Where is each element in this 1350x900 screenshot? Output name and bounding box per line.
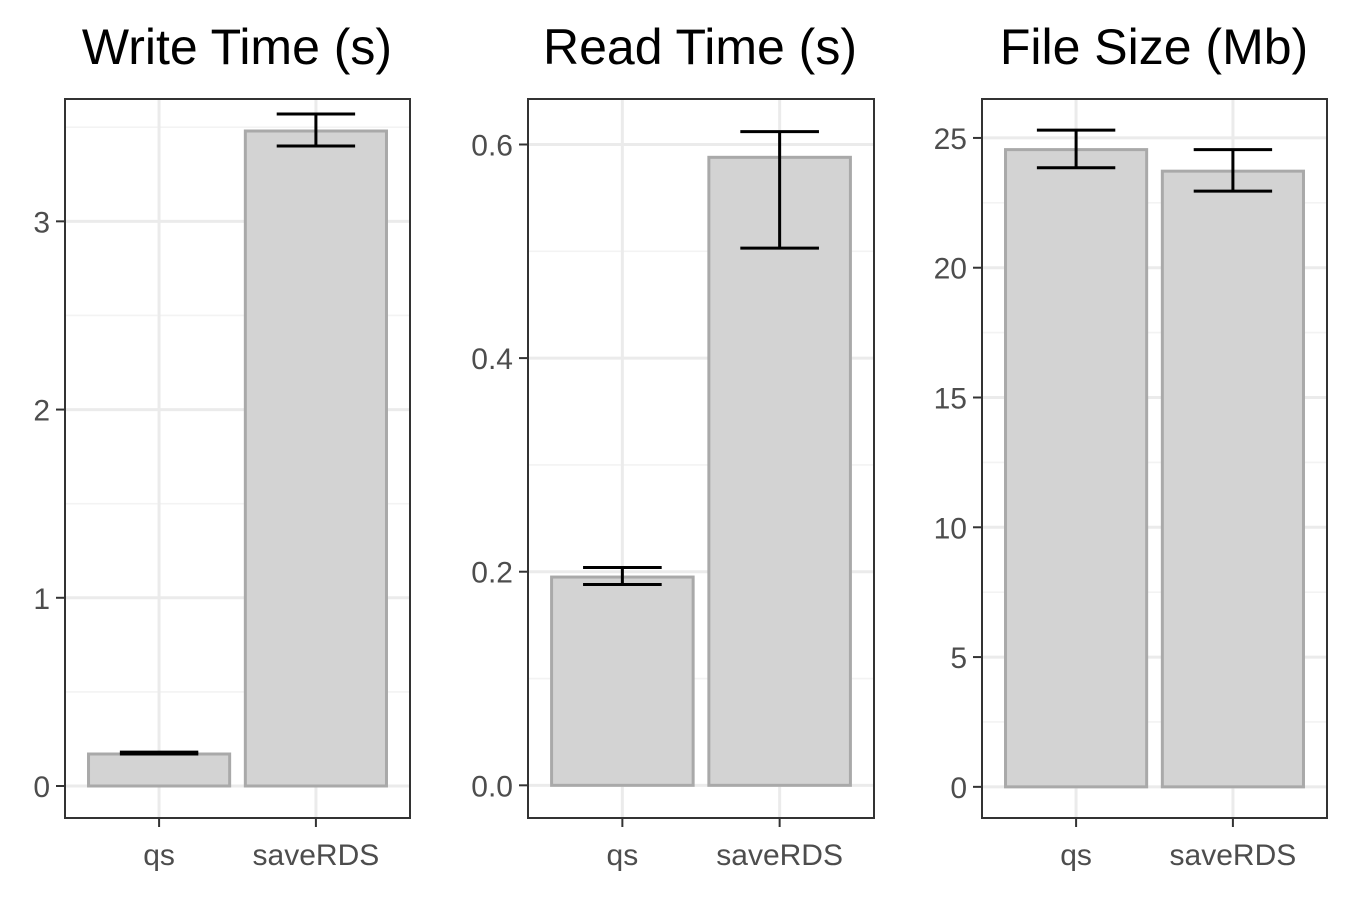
y-tick-label: 0.6	[471, 129, 513, 162]
panel-title: Read Time (s)	[543, 19, 857, 75]
y-tick-label: 0.0	[471, 770, 513, 803]
y-tick-label: 15	[934, 383, 967, 416]
error-bar-qs	[583, 565, 662, 587]
x-tick-label: saveRDS	[1170, 839, 1297, 872]
chart-panel-1: 0 1 2 3 qs saveRDS Write Time (s)	[33, 19, 411, 872]
y-tick-label: 2	[33, 395, 50, 428]
chart-panel-3: 0 5 10 15 20 25 qs saveRDS File Size (Mb)	[934, 19, 1328, 872]
error-bar-qs	[119, 750, 199, 756]
x-tick-label: saveRDS	[253, 839, 380, 872]
panel-border	[527, 98, 875, 819]
y-tick-label: 1	[33, 583, 50, 616]
bar-qs	[1004, 148, 1149, 789]
panel-border	[981, 98, 1328, 819]
bar-saveRDS	[707, 155, 852, 787]
panel-border	[64, 98, 411, 819]
error-bar-saveRDS	[276, 112, 356, 148]
y-tick-label: 0.4	[471, 343, 513, 376]
y-tick-label: 5	[950, 642, 967, 675]
bar-qs	[87, 752, 232, 788]
y-tick-label: 25	[934, 123, 967, 156]
error-bar-saveRDS	[740, 130, 819, 250]
bar-qs	[550, 575, 695, 787]
bar-saveRDS	[243, 129, 388, 788]
y-tick-label: 0	[33, 771, 50, 804]
panel-title: Write Time (s)	[82, 19, 392, 75]
x-tick-label: qs	[607, 839, 639, 872]
error-bar-qs	[1036, 128, 1116, 170]
y-tick-label: 10	[934, 512, 967, 545]
x-tick-label: qs	[143, 839, 175, 872]
panel-title: File Size (Mb)	[1000, 19, 1308, 75]
x-tick-label: qs	[1060, 839, 1092, 872]
y-tick-label: 0.2	[471, 557, 513, 590]
x-tick-label: saveRDS	[716, 839, 843, 872]
y-tick-label: 0	[950, 772, 967, 805]
chart-panel-2: 0.0 0.2 0.4 0.6 qs saveRDS Read Time (s)	[471, 19, 875, 872]
y-tick-label: 20	[934, 253, 967, 286]
bar-saveRDS	[1160, 169, 1305, 789]
error-bar-saveRDS	[1193, 148, 1273, 193]
y-tick-label: 3	[33, 206, 50, 239]
